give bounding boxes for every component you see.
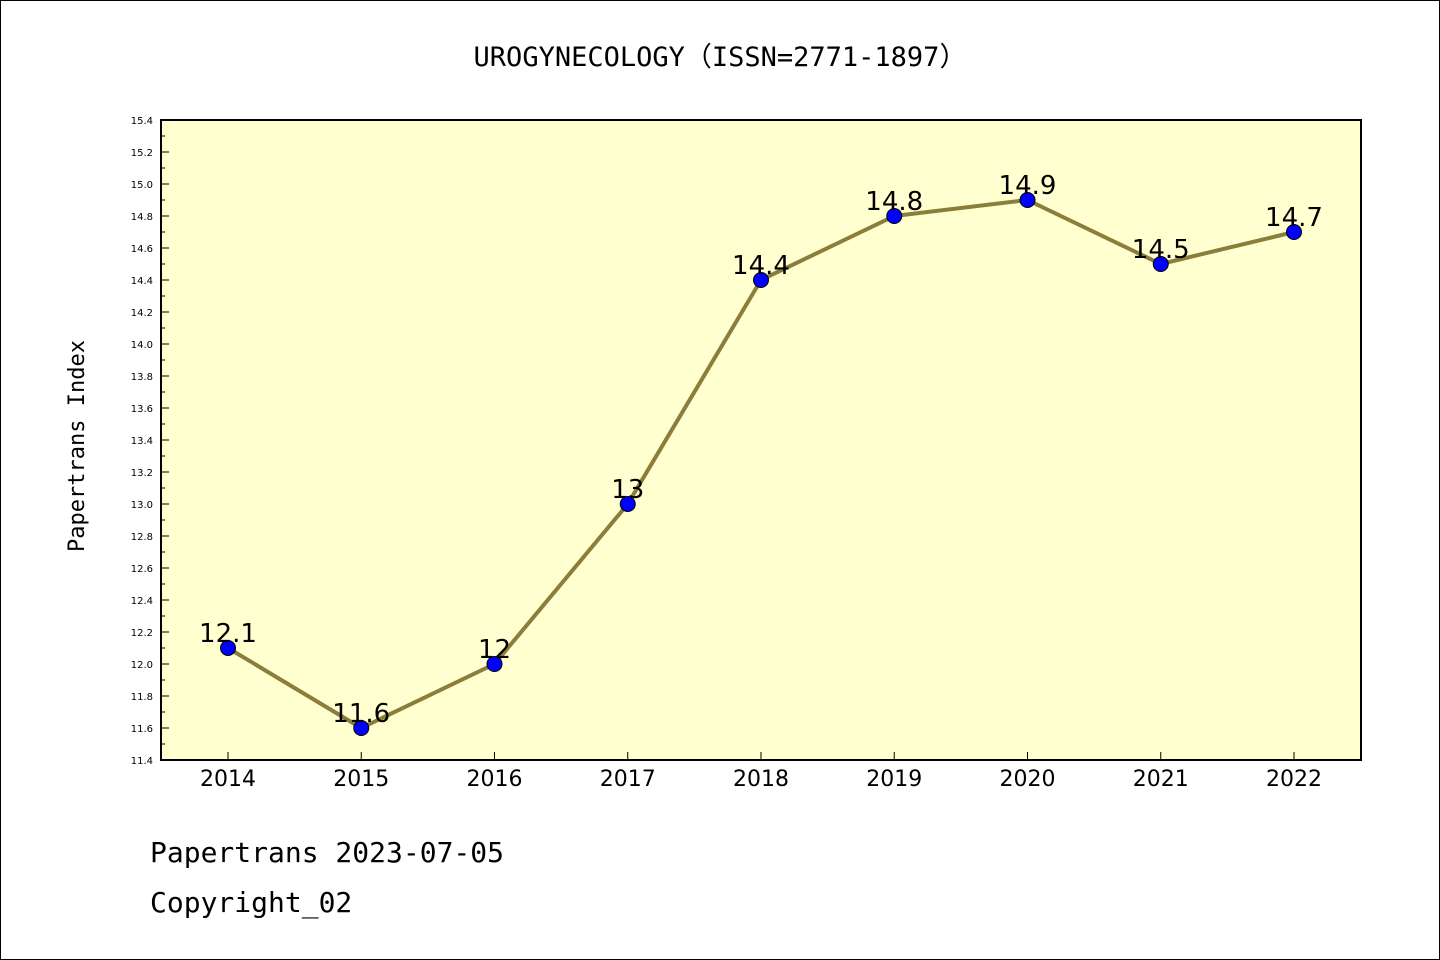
data-point — [619, 496, 636, 512]
y-tick-label: 12.4 — [131, 596, 153, 607]
data-point — [1019, 192, 1036, 208]
y-tick-label: 14.0 — [131, 340, 153, 351]
y-axis: 11.4 11.6 11.8 12.0 12.2 12.4 12.6 12.8 13.0 13.2… — [131, 116, 169, 767]
y-tick-label: 11.4 — [131, 756, 153, 767]
y-tick-label: 11.6 — [131, 724, 153, 735]
data-point — [220, 640, 236, 656]
x-axis: 2014 2015 2016 2017 2018 2019 2020 2021 2022 — [200, 752, 1322, 792]
data-point — [353, 720, 370, 736]
x-tick-label: 2014 — [200, 767, 256, 792]
data-point — [753, 272, 769, 288]
y-tick-label: 13.8 — [131, 372, 153, 383]
y-tick-label: 13.2 — [131, 468, 153, 479]
data-point — [1286, 224, 1302, 240]
y-tick-label: 14.2 — [131, 308, 153, 319]
y-axis-label: Papertrans Index — [65, 340, 90, 552]
y-tick-label: 13.6 — [131, 404, 153, 415]
x-tick-label: 2017 — [600, 767, 656, 792]
y-tick-label: 13.0 — [131, 500, 153, 511]
chart-title: UROGYNECOLOGY（ISSN=2771-1897） — [474, 42, 967, 73]
data-label: 12 — [478, 635, 511, 665]
y-tick-label: 15.2 — [131, 148, 153, 159]
x-tick-label: 2015 — [333, 767, 389, 792]
y-tick-label: 12.0 — [131, 660, 153, 671]
x-tick-label: 2021 — [1133, 767, 1189, 792]
data-label: 14.7 — [1265, 203, 1323, 233]
data-label: 11.6 — [332, 699, 390, 729]
data-point — [1152, 256, 1169, 272]
footer-copyright: Copyright_02 — [150, 886, 353, 919]
data-label: 13 — [611, 475, 644, 505]
y-tick-label: 13.4 — [131, 436, 153, 447]
x-tick-label: 2020 — [1000, 767, 1056, 792]
footer-date: Papertrans 2023-07-05 — [150, 836, 505, 869]
x-tick-label: 2016 — [467, 767, 523, 792]
x-tick-label: 2018 — [733, 767, 789, 792]
series-group: 12.1 11.6 12 13 14.4 14.8 14.9 14.5 14.7 — [199, 171, 1323, 736]
data-point — [486, 656, 503, 672]
y-tick-label: 15.4 — [131, 116, 153, 127]
y-tick-label: 11.8 — [131, 692, 153, 703]
data-label: 14.9 — [999, 171, 1057, 201]
x-tick-label: 2022 — [1266, 767, 1322, 792]
y-tick-label: 14.6 — [131, 244, 153, 255]
y-tick-label: 12.2 — [131, 628, 153, 639]
y-tick-label: 12.6 — [131, 564, 153, 575]
data-label: 14.8 — [865, 187, 923, 217]
data-label: 14.5 — [1132, 235, 1190, 265]
data-label: 14.4 — [732, 251, 790, 281]
y-tick-label: 14.8 — [131, 212, 153, 223]
y-tick-label: 14.4 — [131, 276, 153, 287]
data-point — [886, 208, 903, 224]
data-label: 12.1 — [199, 619, 257, 649]
x-tick-label: 2019 — [866, 767, 922, 792]
y-tick-label: 12.8 — [131, 532, 153, 543]
y-tick-label: 15.0 — [131, 180, 153, 191]
plot-area — [160, 119, 1362, 761]
